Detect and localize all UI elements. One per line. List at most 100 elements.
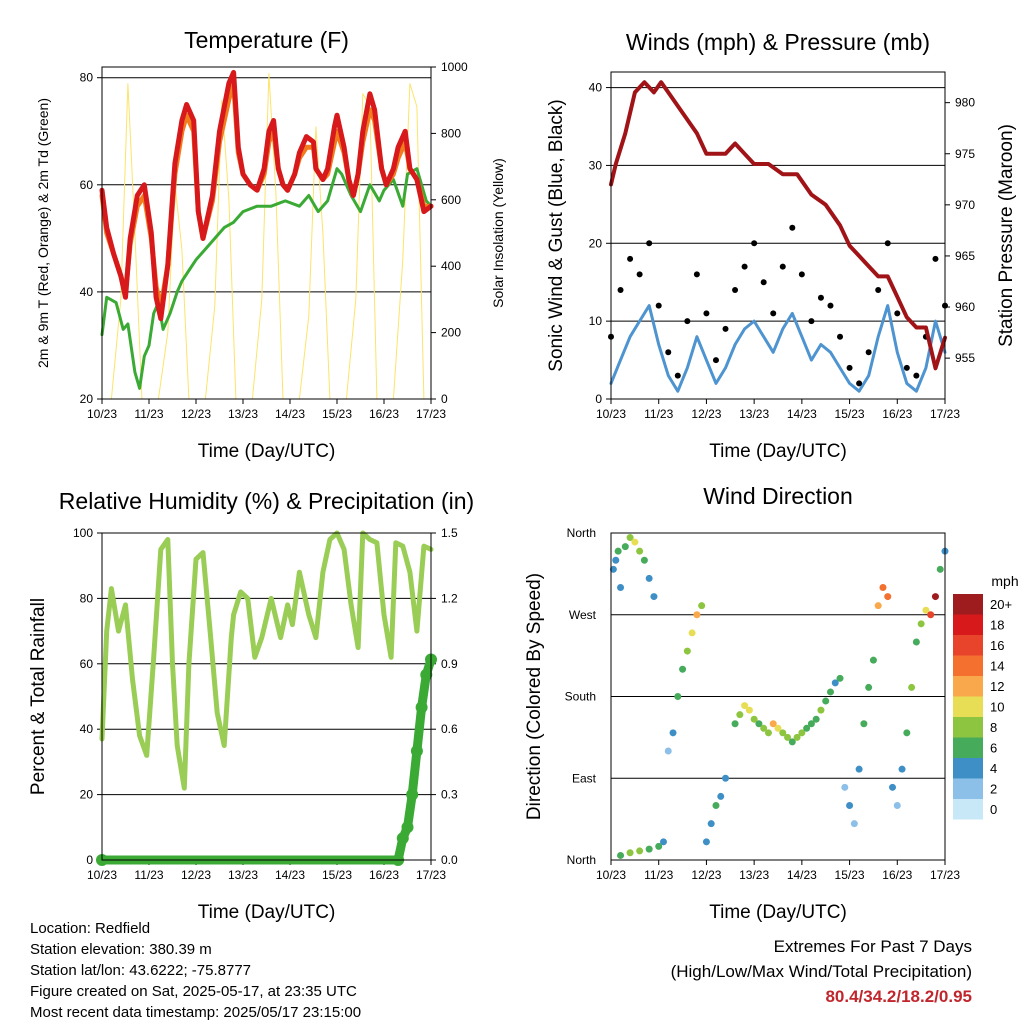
legend-swatch xyxy=(953,696,983,717)
direction-point xyxy=(912,638,920,646)
legend-label: 16 xyxy=(990,638,1004,653)
direction-point xyxy=(614,547,622,555)
y-axis-label-2: Percent & Total Rainfall xyxy=(28,598,49,795)
y2-tick-label: 200 xyxy=(441,326,461,340)
legend-label: 0 xyxy=(990,802,997,817)
x-axis-label-3: Time (Day/UTC) xyxy=(709,902,847,923)
plot-frame-1 xyxy=(610,71,946,400)
y-tick-label: 80 xyxy=(80,591,94,605)
x-tick-label: 12/23 xyxy=(691,868,721,882)
x-tick-label: 11/23 xyxy=(644,868,673,882)
direction-point xyxy=(707,820,715,828)
gust-point xyxy=(751,240,758,247)
direction-point xyxy=(826,688,834,696)
direction-point xyxy=(769,720,777,728)
x-tick-label: 15/23 xyxy=(835,868,865,882)
direction-point xyxy=(650,593,658,601)
direction-point xyxy=(841,783,849,791)
direction-point xyxy=(645,845,653,853)
direction-point xyxy=(869,656,877,664)
direction-point xyxy=(636,847,644,855)
direction-point xyxy=(679,665,687,673)
y-tick-label: 60 xyxy=(80,178,94,192)
wind-series xyxy=(609,304,947,393)
gust-point xyxy=(856,380,863,387)
direction-point xyxy=(927,611,935,619)
gust-point xyxy=(627,255,634,262)
gust-point xyxy=(617,287,624,293)
plot-frame-3 xyxy=(610,532,946,861)
direction-point xyxy=(846,802,854,809)
y2-tick-label: 960 xyxy=(955,300,975,314)
legend-swatch xyxy=(953,655,983,676)
direction-point xyxy=(779,729,787,737)
direction-point xyxy=(702,838,710,846)
y2-tick-label: 975 xyxy=(955,147,975,161)
y2-tick-label: 800 xyxy=(441,126,461,140)
direction-point xyxy=(817,706,825,714)
chart-title-3: Wind Direction xyxy=(703,483,853,509)
direction-point xyxy=(798,729,806,737)
direction-point xyxy=(831,679,839,687)
y2-tick-label: 0.6 xyxy=(441,722,458,736)
x-tick-label: 16/23 xyxy=(369,407,399,421)
gust-point xyxy=(636,271,643,278)
y-tick-label: 100 xyxy=(73,526,93,540)
direction-point xyxy=(936,565,944,573)
direction-point xyxy=(764,729,772,737)
gust-point xyxy=(646,240,653,247)
y-tick-label: 10 xyxy=(589,314,603,328)
direction-point xyxy=(898,765,906,773)
y2-tick-label: 0.9 xyxy=(441,657,458,671)
y2-tick-label: 400 xyxy=(441,259,461,273)
direction-point xyxy=(745,706,753,714)
gust-point xyxy=(770,310,777,317)
precip-series xyxy=(97,654,436,865)
legend-swatch xyxy=(953,676,983,697)
y-tick-label: 20 xyxy=(589,236,603,250)
direction-point xyxy=(755,720,763,728)
x-tick-label: 15/23 xyxy=(322,868,352,882)
x-tick-label: 17/23 xyxy=(416,868,446,882)
direction-point xyxy=(812,715,820,723)
legend-swatch xyxy=(953,717,983,738)
x-tick-label: 10/23 xyxy=(596,407,626,421)
x-tick-label: 14/23 xyxy=(275,868,305,882)
legend-swatch xyxy=(953,737,983,758)
gust-point xyxy=(712,357,719,364)
y-tick-label: West xyxy=(569,608,597,622)
x-tick-label: 17/23 xyxy=(930,407,960,421)
legend-label: 14 xyxy=(990,659,1004,674)
gust-point xyxy=(693,271,700,278)
x-tick-label: 16/23 xyxy=(369,868,399,882)
gust-point xyxy=(837,333,844,340)
direction-point xyxy=(908,683,916,691)
direction-point xyxy=(788,738,796,746)
legend-label: 4 xyxy=(990,761,997,776)
direction-point xyxy=(889,783,897,791)
y-tick-label: East xyxy=(572,771,597,785)
gust-point xyxy=(703,310,710,317)
plot-frame-2 xyxy=(101,532,432,861)
y-tick-label: 20 xyxy=(80,392,94,406)
y-tick-label: 40 xyxy=(80,285,94,299)
y-axis-label-1: Sonic Wind & Gust (Blue, Black) xyxy=(546,99,567,371)
gust-point xyxy=(684,318,691,325)
legend-label: 18 xyxy=(990,618,1004,633)
x-tick-label: 14/23 xyxy=(787,407,817,421)
direction-point xyxy=(669,729,677,737)
y-tick-label: 40 xyxy=(80,722,94,736)
legend-label: 10 xyxy=(990,700,1004,715)
station-elevation: Station elevation: 380.39 m xyxy=(30,941,212,958)
x-axis-label-1: Time (Day/UTC) xyxy=(709,441,847,462)
gust-point xyxy=(903,364,910,371)
x-tick-label: 16/23 xyxy=(882,868,912,882)
y2-axis-label-1: Station Pressure (Maroon) xyxy=(996,124,1017,347)
direction-point xyxy=(793,733,801,741)
gust-point xyxy=(913,372,920,379)
x-tick-label: 11/23 xyxy=(134,868,163,882)
y2-tick-label: 0 xyxy=(441,392,448,406)
direction-point xyxy=(860,720,868,728)
direction-point xyxy=(865,683,873,691)
direction-point xyxy=(621,543,629,551)
